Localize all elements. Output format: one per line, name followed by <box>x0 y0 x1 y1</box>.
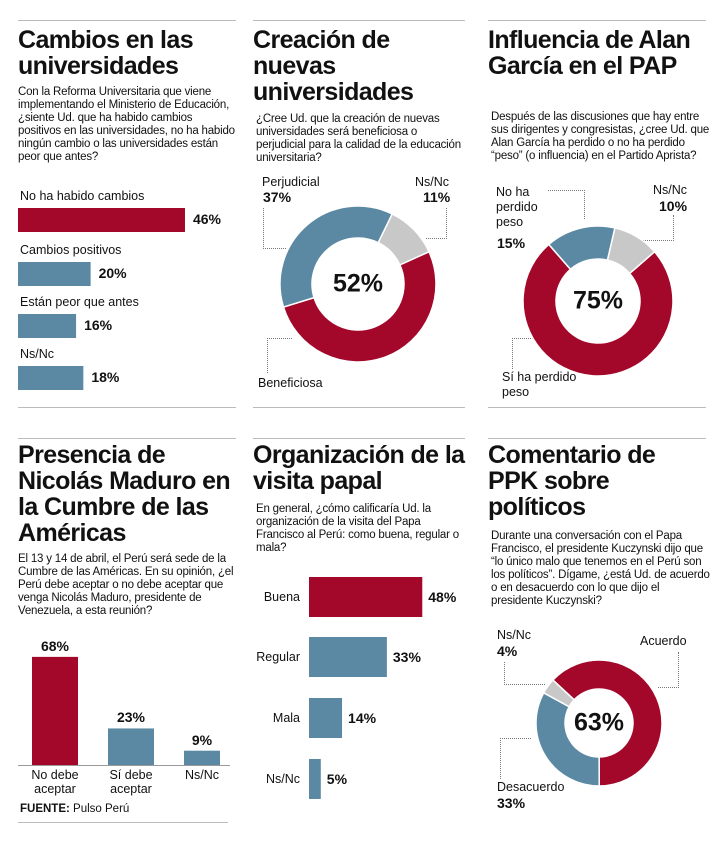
divider <box>488 438 706 439</box>
panel-question: Durante una conversación con el Papa Fra… <box>491 530 710 607</box>
divider <box>18 438 236 439</box>
panel-title: Creación de nuevas universidades <box>253 26 414 106</box>
panel-question: Con la Reforma Universitaria que viene i… <box>18 86 235 163</box>
bar-value-label: 46% <box>192 211 221 227</box>
slice-value: 4% <box>497 643 518 659</box>
panel-question: En general, ¿cómo calificaría Ud. la org… <box>256 503 459 554</box>
bar <box>184 750 220 765</box>
source-value: Pulso Perú <box>73 803 130 815</box>
leader-line <box>426 208 447 239</box>
bar-category-label: Ns/Nc <box>20 347 55 361</box>
leader-line <box>267 338 292 373</box>
slice-label: Ns/Nc <box>415 175 450 189</box>
bar-category-label: Regular <box>256 650 300 664</box>
divider <box>253 407 465 408</box>
bar <box>108 728 154 765</box>
panel-title: Presencia de Nicolás Maduro en la Cumbre… <box>18 441 231 547</box>
panel-title: Comentario de PPK sobre políticos <box>488 441 656 521</box>
bar-value-label: 16% <box>84 317 113 333</box>
bar <box>18 262 91 286</box>
divider <box>253 20 465 21</box>
bar-category-label: Buena <box>263 590 300 604</box>
slice-value: 10% <box>659 198 688 214</box>
bar-category-label: Sí debe aceptar <box>109 768 153 796</box>
leader-line <box>643 215 674 241</box>
bar-category-label: No ha habido cambios <box>20 189 145 203</box>
divider <box>488 20 706 21</box>
bar-value-label: 48% <box>428 589 457 605</box>
bar-value-label: 23% <box>116 709 146 726</box>
donut-center-value: 52% <box>332 269 384 298</box>
slice-label: Beneficiosa <box>258 376 323 390</box>
bar-value-label: 9% <box>191 731 213 748</box>
donut-slice <box>542 678 576 708</box>
panel-title: Cambios en las universidades <box>18 26 194 80</box>
donut-slice <box>522 243 674 377</box>
bar-category-label: Ns/Nc <box>184 768 220 782</box>
bar-category-label: Mala <box>272 711 300 725</box>
leader-line <box>504 662 545 685</box>
slice-label: Ns/Nc <box>497 628 532 642</box>
panel-question: ¿Cree Ud. que la creación de nuevas univ… <box>256 113 461 164</box>
bar-category-label: No debe aceptar <box>31 768 79 796</box>
bar <box>32 656 78 765</box>
bar-value-label: 33% <box>392 649 421 665</box>
donut-slice <box>551 659 663 787</box>
slice-value: 33% <box>497 795 526 811</box>
bar <box>18 366 84 390</box>
bar <box>18 208 185 232</box>
donut-center-value: 75% <box>572 286 624 315</box>
source-note: FUENTE: Pulso Perú <box>20 803 129 815</box>
bar <box>309 577 423 617</box>
bar-value-label: 20% <box>98 265 127 281</box>
panel-title: Influencia de Alan García en el PAP <box>488 26 691 80</box>
leader-line <box>500 738 531 779</box>
bar <box>309 759 321 799</box>
bar-value-label: 14% <box>348 710 377 726</box>
bar-value-label: 68% <box>40 637 70 654</box>
source-label: FUENTE: <box>20 803 70 815</box>
slice-value: 11% <box>423 189 451 205</box>
bar-category-label: Ns/Nc <box>265 772 300 786</box>
donut-center-value: 63% <box>573 708 625 737</box>
panel-question: Después de las discusiones que hay entre… <box>491 111 710 162</box>
bar <box>18 314 77 338</box>
slice-label: Acuerdo <box>640 634 687 648</box>
divider <box>18 20 236 21</box>
donut-slice <box>535 691 600 787</box>
bar-value-label: 5% <box>326 771 348 787</box>
slice-label: No ha perdido peso <box>496 185 538 229</box>
bar-category-label: Están peor que antes <box>20 295 139 309</box>
divider <box>488 407 706 408</box>
leader-line <box>512 338 533 369</box>
donut-slice <box>279 205 394 309</box>
panel-question: El 13 y 14 de abril, el Perú será sede d… <box>18 553 234 617</box>
divider <box>18 407 236 408</box>
slice-label: Perjudicial <box>262 175 320 189</box>
donut-slice <box>547 225 616 271</box>
bar-category-label: Cambios positivos <box>20 243 122 257</box>
slice-value: 15% <box>497 235 526 251</box>
leader-line <box>658 652 679 688</box>
donut-slice <box>282 250 437 363</box>
bar <box>309 637 387 677</box>
divider <box>18 822 228 823</box>
leader-line <box>263 208 286 249</box>
slice-value: 37% <box>263 189 292 205</box>
leader-line <box>548 190 585 219</box>
slice-label: Ns/Nc <box>653 183 688 197</box>
slice-label: Sí ha perdido peso <box>502 370 577 399</box>
bar-value-label: 18% <box>91 369 120 385</box>
slice-label: Desacuerdo <box>497 780 565 794</box>
divider <box>253 438 465 439</box>
bar <box>309 698 343 738</box>
panel-title: Organización de la visita papal <box>253 441 465 495</box>
